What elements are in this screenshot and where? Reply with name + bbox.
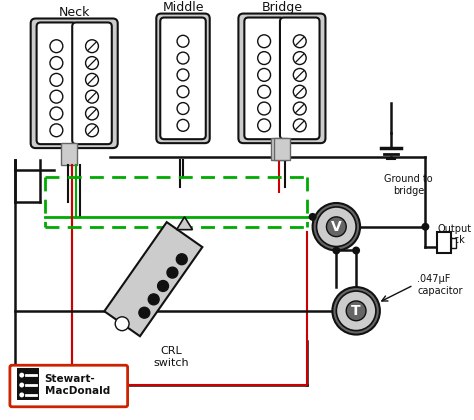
FancyBboxPatch shape — [31, 18, 118, 148]
Text: CRL
switch: CRL switch — [153, 346, 189, 368]
Circle shape — [86, 124, 99, 137]
Text: V: V — [331, 220, 342, 234]
Circle shape — [293, 52, 306, 65]
Circle shape — [50, 57, 63, 69]
Text: Ground to
bridge: Ground to bridge — [384, 174, 433, 196]
Polygon shape — [104, 222, 202, 336]
FancyBboxPatch shape — [36, 22, 76, 144]
Circle shape — [332, 287, 380, 335]
Circle shape — [293, 119, 306, 132]
Bar — [451, 238, 456, 247]
Circle shape — [312, 203, 360, 250]
Text: .047μF
capacitor: .047μF capacitor — [418, 274, 463, 296]
Circle shape — [293, 68, 306, 81]
FancyBboxPatch shape — [72, 22, 112, 144]
Circle shape — [309, 213, 317, 221]
Circle shape — [421, 223, 429, 231]
Circle shape — [19, 373, 24, 378]
Circle shape — [317, 207, 356, 247]
Circle shape — [50, 107, 63, 120]
Bar — [271, 138, 287, 160]
Circle shape — [86, 107, 99, 120]
Text: Output
jack: Output jack — [438, 224, 472, 245]
Circle shape — [177, 102, 189, 115]
Bar — [17, 368, 38, 400]
Circle shape — [86, 40, 99, 52]
Circle shape — [177, 119, 189, 131]
Circle shape — [258, 52, 271, 65]
Circle shape — [50, 124, 63, 137]
Circle shape — [293, 85, 306, 98]
Circle shape — [177, 52, 189, 64]
Circle shape — [167, 267, 178, 278]
FancyBboxPatch shape — [10, 365, 128, 407]
Circle shape — [327, 217, 346, 236]
Circle shape — [352, 247, 360, 255]
Circle shape — [258, 68, 271, 81]
FancyBboxPatch shape — [238, 13, 326, 143]
Polygon shape — [177, 217, 192, 230]
Circle shape — [86, 74, 99, 86]
Circle shape — [177, 69, 189, 81]
Circle shape — [332, 247, 340, 255]
Circle shape — [139, 307, 150, 318]
Bar — [61, 143, 77, 165]
Circle shape — [293, 35, 306, 48]
Circle shape — [19, 392, 24, 397]
Circle shape — [258, 102, 271, 115]
Circle shape — [158, 281, 168, 291]
Circle shape — [337, 291, 376, 331]
Circle shape — [258, 119, 271, 132]
Circle shape — [177, 86, 189, 97]
Circle shape — [50, 90, 63, 103]
FancyBboxPatch shape — [244, 18, 284, 139]
Circle shape — [115, 317, 129, 331]
Circle shape — [176, 254, 187, 265]
Circle shape — [293, 102, 306, 115]
Text: Middle: Middle — [162, 1, 204, 14]
Circle shape — [346, 301, 366, 321]
Circle shape — [86, 57, 99, 69]
FancyBboxPatch shape — [156, 13, 210, 143]
Text: Stewart-
MacDonald: Stewart- MacDonald — [45, 374, 110, 396]
Text: Bridge: Bridge — [262, 1, 302, 14]
Bar — [274, 138, 290, 160]
Circle shape — [258, 35, 271, 48]
Circle shape — [19, 383, 24, 388]
Bar — [437, 232, 451, 253]
Circle shape — [86, 90, 99, 103]
FancyBboxPatch shape — [280, 18, 319, 139]
Circle shape — [50, 40, 63, 52]
FancyBboxPatch shape — [160, 18, 206, 139]
Circle shape — [258, 85, 271, 98]
Text: Neck: Neck — [58, 6, 90, 19]
Text: T: T — [351, 304, 361, 318]
Circle shape — [50, 74, 63, 86]
Circle shape — [177, 35, 189, 47]
Circle shape — [148, 294, 159, 305]
